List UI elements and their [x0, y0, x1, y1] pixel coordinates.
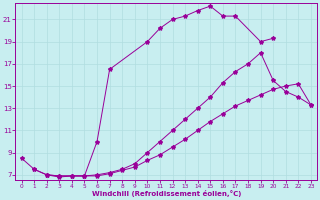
X-axis label: Windchill (Refroidissement éolien,°C): Windchill (Refroidissement éolien,°C): [92, 190, 241, 197]
